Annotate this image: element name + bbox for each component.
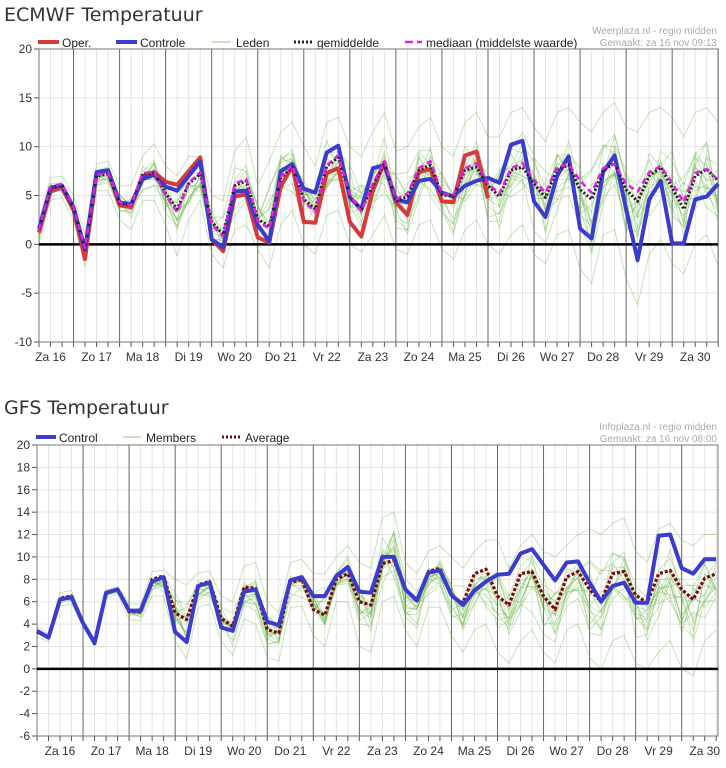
y-tick-label: -4: [19, 707, 30, 721]
member-line: [38, 149, 719, 256]
x-tick-label: Vr 29: [635, 350, 664, 364]
x-tick-label: Wo 20: [227, 744, 262, 758]
series-gemiddelde: [37, 155, 720, 251]
member-line: [38, 136, 719, 245]
members-bundle: [36, 511, 717, 677]
chart-title-ecmwf: ECMWF Temperatuur: [4, 4, 203, 26]
legend-label-average: Average: [245, 431, 290, 445]
member-line: [38, 152, 719, 251]
legend-swatch-control: [36, 435, 56, 439]
x-tick-label: Za 23: [358, 350, 389, 364]
member-line: [38, 153, 719, 251]
y-tick-label: 14: [17, 505, 31, 519]
x-tick-label: Do 21: [265, 350, 297, 364]
y-tick-label: 10: [17, 550, 31, 564]
x-tick-label: Zo 24: [413, 744, 444, 758]
x-tick-label: Ma 25: [458, 744, 492, 758]
y-tick-label: 0: [23, 662, 30, 676]
x-tick-label: Zo 17: [81, 350, 112, 364]
plot-frame: [38, 48, 719, 343]
x-tick-label: Wo 20: [217, 350, 252, 364]
x-tick-label: Ma 18: [126, 350, 160, 364]
member-line: [38, 190, 719, 307]
x-tick-label: Di 26: [507, 744, 535, 758]
series-mediaan: [37, 154, 720, 250]
x-tick-label: Za 23: [367, 744, 398, 758]
y-tick-label: 0: [25, 237, 32, 251]
plot-frame: [36, 444, 719, 737]
created-label-gfs: Gemaakt: za 16 nov 08:00: [600, 434, 718, 445]
y-tick-label: 15: [19, 91, 33, 105]
source-label-ecmwf: Weerplaza.nl - regio midden: [592, 26, 717, 37]
x-tick-label: Do 28: [597, 744, 629, 758]
x-tick-label: Ma 18: [135, 744, 169, 758]
member-line: [36, 593, 717, 677]
x-tick-label: Wo 27: [549, 744, 584, 758]
series-control: [35, 532, 717, 646]
legend-label-members: Leden: [236, 36, 269, 50]
legend-label-mean: gemiddelde: [317, 36, 379, 50]
chart-title-gfs: GFS Temperatuur: [4, 397, 169, 419]
legend-label-control: Control: [59, 431, 98, 445]
source-label-gfs: Infoplaza.nl - regio midden: [599, 422, 717, 433]
legend-swatch-control: [116, 40, 137, 44]
x-tick-label: Za 16: [45, 744, 76, 758]
y-tick-label: 18: [17, 460, 31, 474]
created-label-ecmwf: Gemaakt: za 16 nov 09:13: [600, 38, 718, 49]
y-tick-label: -2: [19, 684, 30, 698]
legend-swatch-oper: [38, 40, 59, 44]
legend-label-oper: Oper.: [62, 36, 91, 50]
y-tick-label: 4: [23, 617, 30, 631]
y-tick-label: 20: [19, 42, 33, 56]
x-tick-label: Do 28: [587, 350, 619, 364]
y-tick-label: -6: [19, 729, 30, 743]
x-tick-label: Ma 25: [448, 350, 482, 364]
x-tick-label: Za 30: [680, 350, 711, 364]
x-tick-label: Vr 29: [645, 744, 674, 758]
y-tick-label: 20: [17, 438, 31, 452]
y-tick-label: 10: [19, 140, 33, 154]
y-tick-label: -10: [15, 335, 33, 349]
y-tick-label: 12: [17, 528, 31, 542]
legend-label-median: mediaan (middelste waarde): [426, 36, 577, 50]
legend-label-control: Controle: [140, 36, 186, 50]
legend-ecmwf: Oper. Controle Leden gemiddelde mediaan …: [38, 36, 577, 50]
x-tick-label: Di 19: [175, 350, 203, 364]
y-tick-label: 2: [23, 639, 30, 653]
x-tick-label: Vr 22: [322, 744, 351, 758]
y-tick-label: 6: [23, 595, 30, 609]
x-tick-label: Zo 17: [91, 744, 122, 758]
y-tick-label: -5: [21, 286, 32, 300]
legend-label-members: Members: [146, 431, 196, 445]
x-tick-label: Di 26: [497, 350, 525, 364]
x-tick-label: Zo 24: [404, 350, 435, 364]
x-tick-label: Wo 27: [540, 350, 575, 364]
x-tick-label: Za 16: [35, 350, 66, 364]
legend-gfs: Control Members Average: [36, 431, 290, 445]
x-tick-label: Vr 22: [313, 350, 342, 364]
y-tick-label: 16: [17, 483, 31, 497]
y-tick-label: 8: [23, 572, 30, 586]
member-line: [36, 556, 717, 645]
member-line: [36, 511, 717, 640]
y-tick-label: 5: [25, 189, 32, 203]
member-line: [38, 101, 719, 235]
x-tick-label: Za 30: [689, 744, 720, 758]
x-tick-label: Do 21: [274, 744, 306, 758]
members-bundle: [38, 101, 719, 307]
x-tick-label: Di 19: [184, 744, 212, 758]
